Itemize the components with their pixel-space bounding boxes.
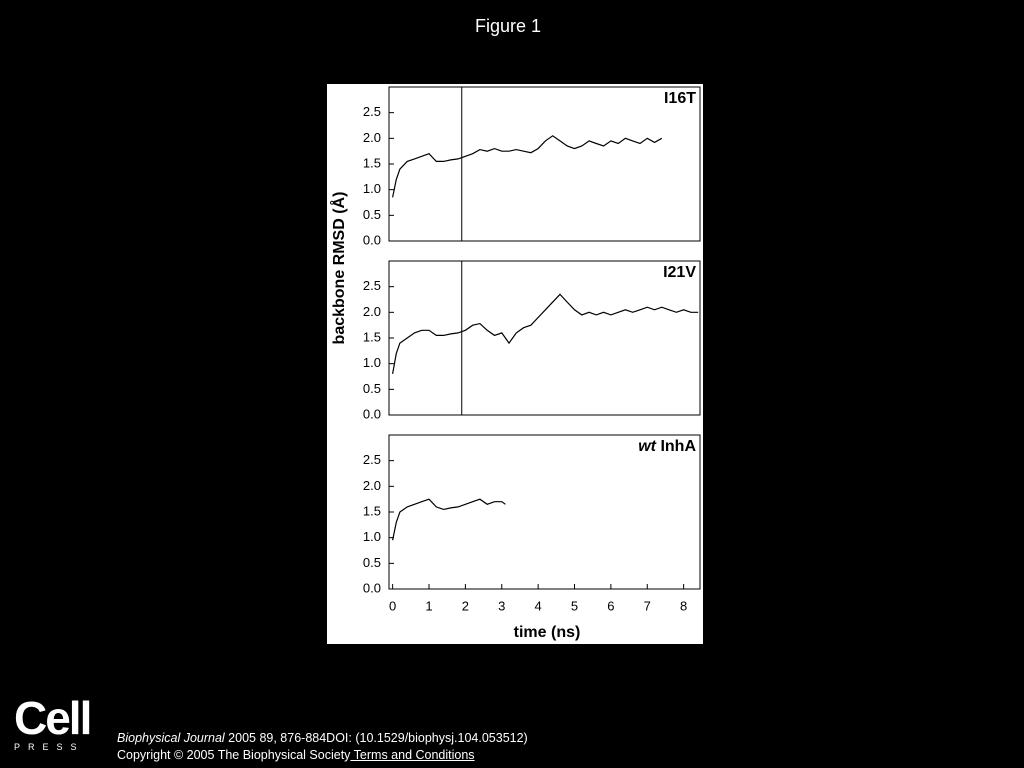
y-tick-label: 1.0 <box>363 181 381 196</box>
copyright: Copyright © 2005 The Biophysical Society <box>117 748 351 762</box>
x-tick-label: 6 <box>607 598 614 613</box>
panel-label-text: I21V <box>663 264 696 281</box>
y-tick-label: 2.0 <box>363 304 381 319</box>
rmsd-line <box>392 498 506 541</box>
y-tick-label: 2.5 <box>363 452 381 467</box>
panel-label: I16T <box>664 90 696 107</box>
y-tick-label: 1.0 <box>363 529 381 544</box>
y-tick-label: 0.0 <box>363 580 381 595</box>
logo-sub: PRESS <box>14 742 85 752</box>
logo: Cell PRESS <box>14 692 92 752</box>
y-tick-label: 0.5 <box>363 207 381 222</box>
panel-label-italic: wt <box>638 438 656 455</box>
panel-label-text: I16T <box>664 90 696 107</box>
x-tick-label: 4 <box>535 598 542 613</box>
figure-panel <box>327 84 703 644</box>
panel-label: wt InhA <box>638 438 696 455</box>
terms-link[interactable]: Terms and Conditions <box>350 748 475 762</box>
citation: Biophysical Journal 2005 89, 876-884DOI:… <box>117 731 528 745</box>
logo-name: Cell <box>14 692 92 744</box>
figure-title: Figure 1 <box>475 16 541 36</box>
x-tick-label: 0 <box>389 598 396 613</box>
y-axis-label: backbone RMSD (Å) <box>329 192 348 345</box>
y-tick-label: 0.5 <box>363 555 381 570</box>
panel-label: I21V <box>663 264 696 281</box>
x-tick-label: 1 <box>425 598 432 613</box>
y-tick-label: 0.0 <box>363 232 381 247</box>
y-tick-label: 1.5 <box>363 329 381 344</box>
y-tick-label: 1.5 <box>363 155 381 170</box>
rmsd-line <box>392 293 699 375</box>
x-tick-label: 3 <box>498 598 505 613</box>
x-axis-label: time (ns) <box>514 624 581 641</box>
x-tick-label: 8 <box>680 598 687 613</box>
rmsd-line <box>392 135 663 198</box>
y-tick-label: 0.0 <box>363 406 381 421</box>
y-tick-label: 2.5 <box>363 104 381 119</box>
y-tick-label: 2.0 <box>363 130 381 145</box>
y-tick-label: 2.0 <box>363 478 381 493</box>
citation-text: 2005 89, 876-884DOI: (10.1529/biophysj.1… <box>224 731 528 745</box>
y-tick-label: 2.5 <box>363 278 381 293</box>
x-tick-label: 5 <box>571 598 578 613</box>
x-tick-label: 7 <box>644 598 651 613</box>
journal: Biophysical Journal <box>117 731 225 745</box>
y-tick-label: 0.5 <box>363 381 381 396</box>
figure: Figure 1 0.0 0.5 1.0 1.5 2.0 2.5 I16T 0.0 0.5 1.0… <box>327 16 703 644</box>
y-tick-label: 1.5 <box>363 503 381 518</box>
x-tick-label: 2 <box>462 598 469 613</box>
copyright-line: Copyright © 2005 The Biophysical Society… <box>117 748 475 762</box>
y-tick-label: 1.0 <box>363 355 381 370</box>
panel-label-text: InhA <box>660 438 696 455</box>
